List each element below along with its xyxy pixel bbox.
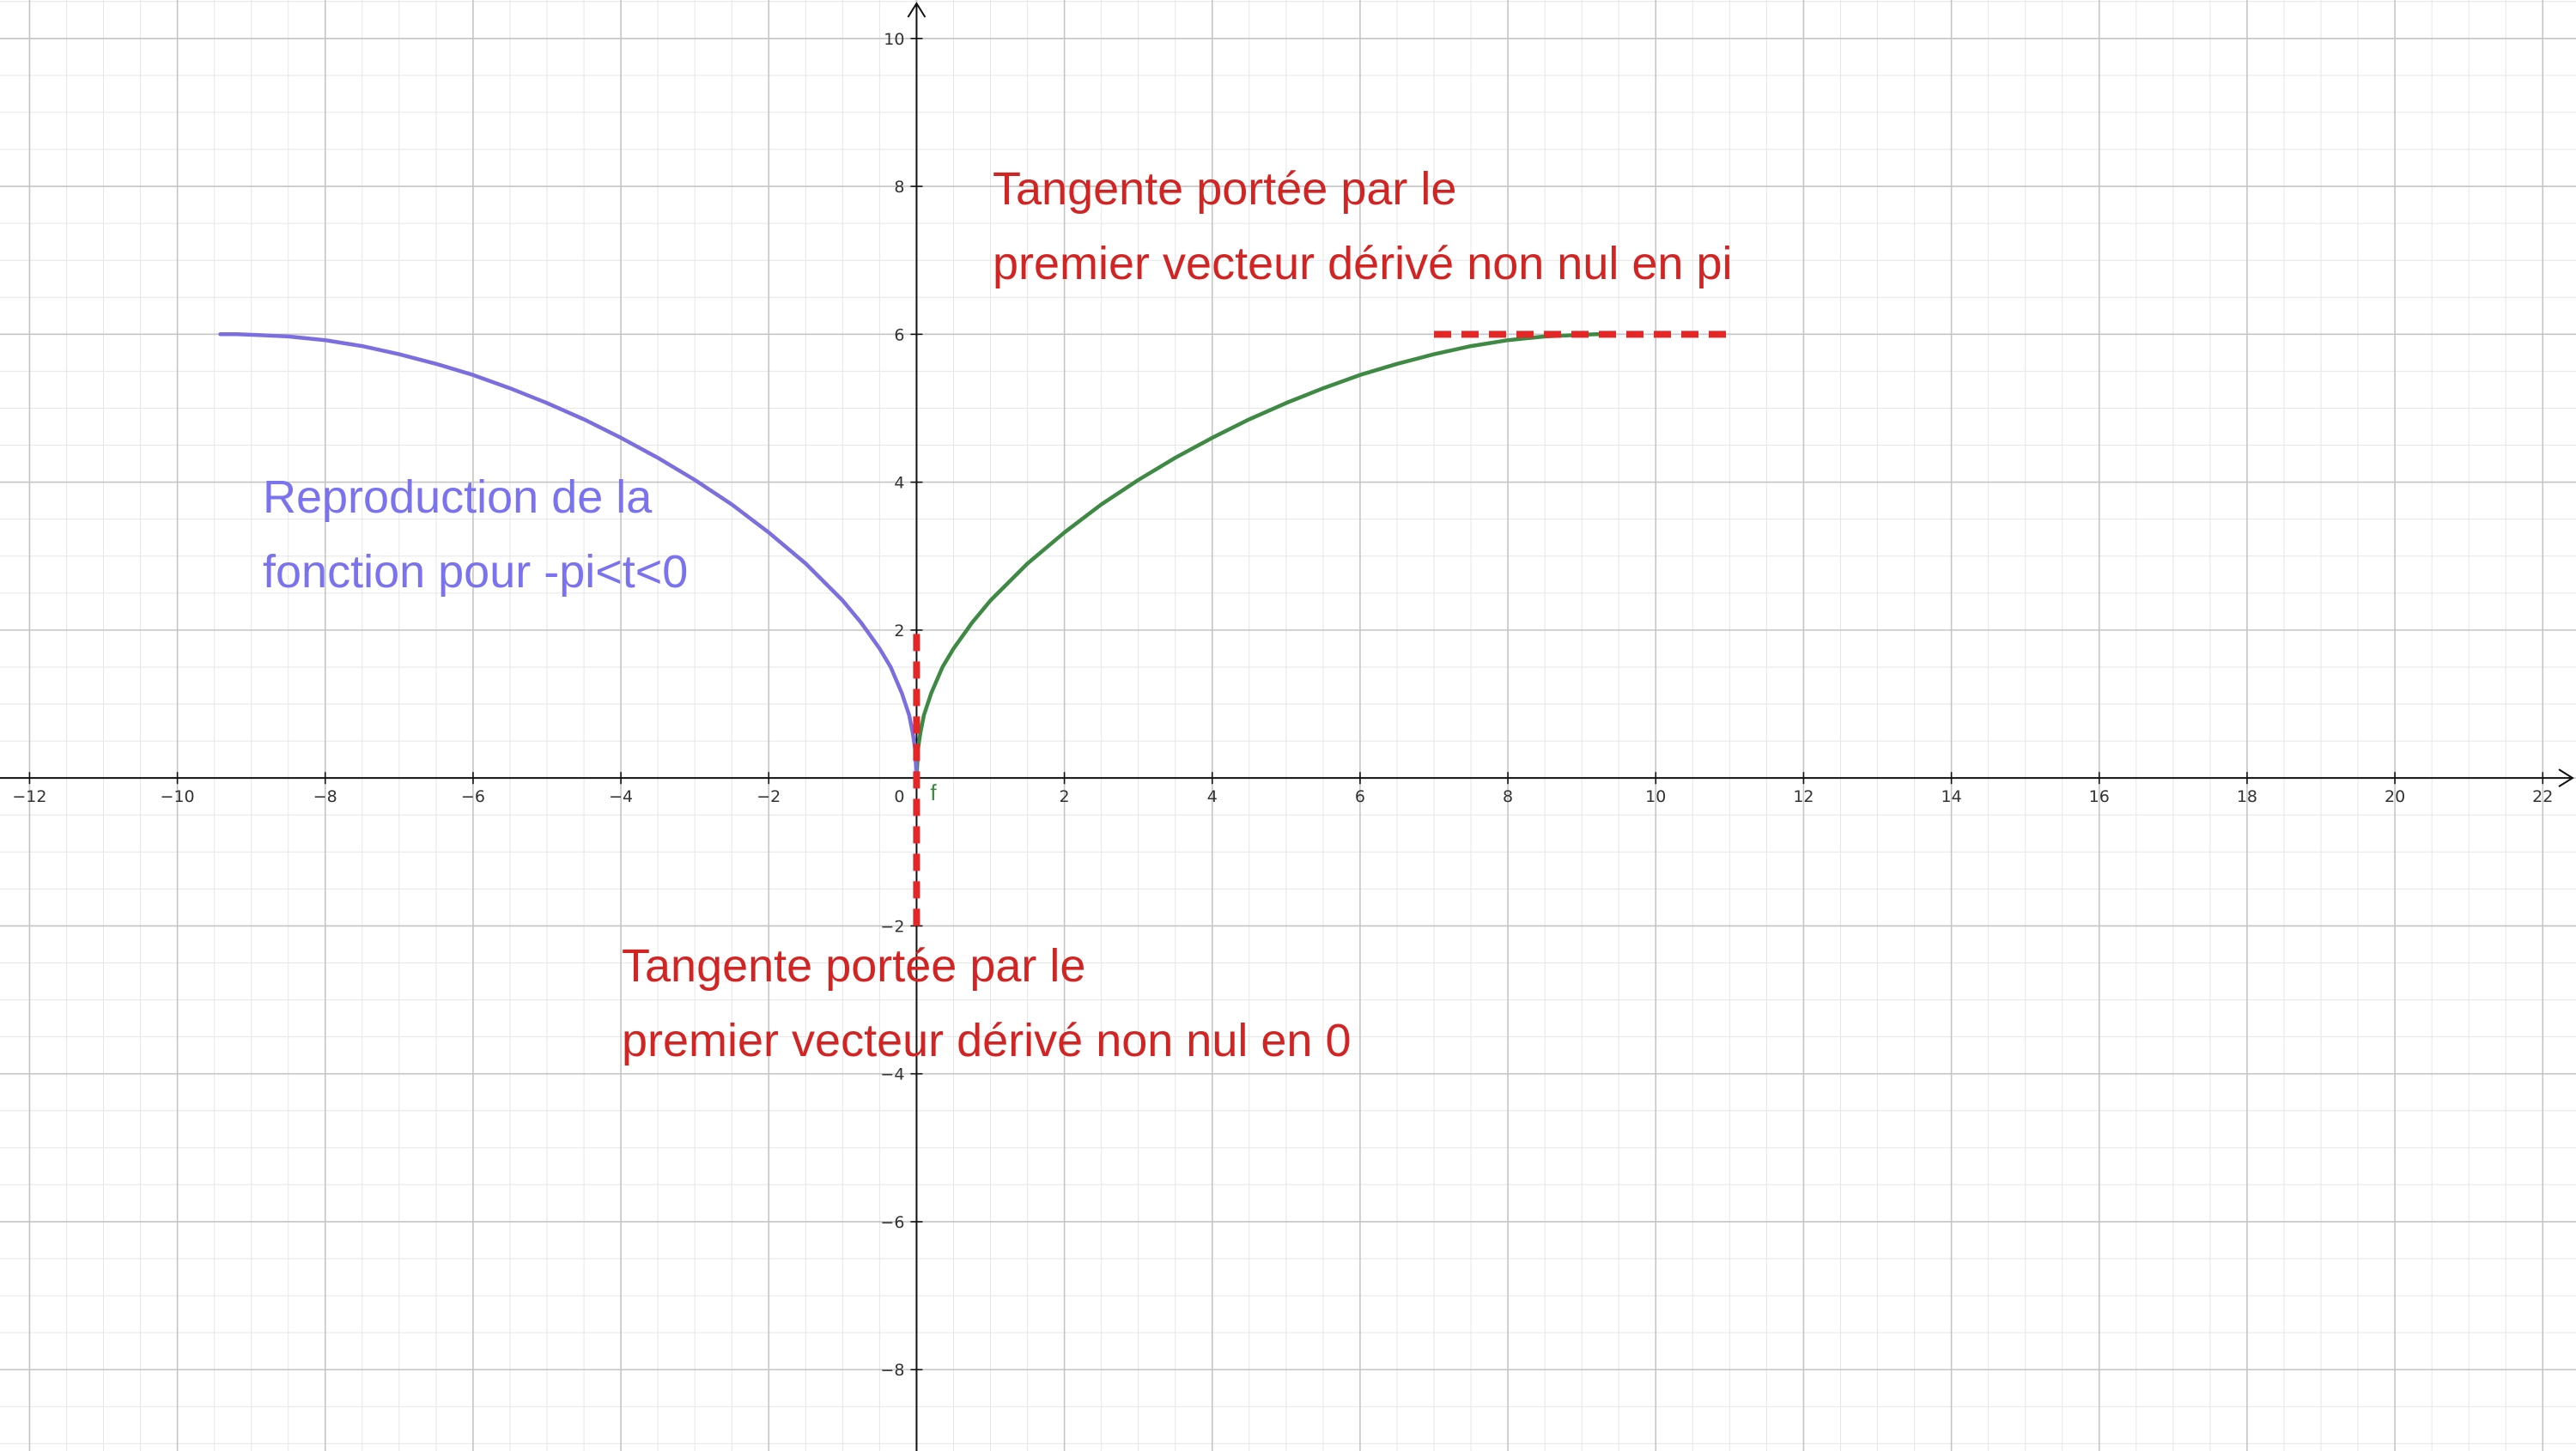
annotation-tangent-pi-line-2: premier vecteur dérivé non nul en pi: [993, 238, 1732, 289]
x-tick-label: 14: [1941, 787, 1962, 806]
x-tick-label: −12: [12, 787, 46, 806]
y-tick-label: 8: [894, 178, 904, 197]
y-tick-label: 2: [894, 622, 904, 641]
x-tick-label: −4: [609, 787, 633, 806]
x-tick-label: 6: [1355, 787, 1365, 806]
curve-reproduction: [218, 332, 919, 780]
tangent-lines: [913, 331, 1730, 926]
x-tick-label: −6: [461, 787, 485, 806]
x-tick-label: 2: [1060, 787, 1070, 806]
annotation-tangent-0: Tangente portée par le premier vecteur d…: [622, 940, 1351, 1066]
x-tick-label: 16: [2089, 787, 2110, 806]
annotation-tangent-0-line-2: premier vecteur dérivé non nul en 0: [622, 1015, 1351, 1066]
x-tick-label: 4: [1207, 787, 1218, 806]
y-tick-label: 6: [894, 325, 904, 344]
curve-label-f: f: [930, 780, 937, 805]
annotation-reproduction-line-2: fonction pour -pi<t<0: [263, 546, 688, 598]
annotation-tangent-pi-line-1: Tangente portée par le: [993, 163, 1456, 215]
x-tick-label: 22: [2532, 787, 2553, 806]
curves: [218, 332, 1615, 780]
x-tick-label: −8: [313, 787, 337, 806]
x-tick-label: −2: [756, 787, 781, 806]
y-tick-label: 4: [894, 474, 904, 493]
x-axis-arrow: [2558, 768, 2574, 788]
y-tick-label: −6: [880, 1213, 904, 1232]
annotation-reproduction: Reproduction de la fonction pour -pi<t<0: [263, 471, 688, 598]
x-tick-label: 12: [1793, 787, 1814, 806]
y-tick-label: 10: [884, 30, 904, 49]
x-axis-ticks: −12 −10 −8 −6 −4 −2 0 2 4 6 8 10 12 14 16 18 20 22: [12, 772, 2553, 806]
x-tick-label: 10: [1645, 787, 1666, 806]
y-tick-label: −4: [880, 1065, 904, 1084]
x-tick-label: 0: [894, 787, 904, 806]
x-tick-label: 18: [2237, 787, 2257, 806]
x-tick-label: −10: [161, 787, 195, 806]
curve-f: [914, 332, 1615, 780]
x-tick-label: 20: [2385, 787, 2405, 806]
annotation-reproduction-line-1: Reproduction de la: [263, 471, 653, 523]
y-axis-arrow: [907, 2, 927, 18]
y-axis-ticks: −8 −6 −4 −2 2 4 6 8 10: [880, 30, 923, 1380]
annotation-tangent-pi: Tangente portée par le premier vecteur d…: [993, 163, 1732, 289]
annotation-tangent-0-line-1: Tangente portée par le: [622, 940, 1085, 992]
y-tick-label: −2: [880, 917, 904, 936]
x-tick-label: 8: [1503, 787, 1513, 806]
y-tick-label: −8: [880, 1361, 904, 1380]
